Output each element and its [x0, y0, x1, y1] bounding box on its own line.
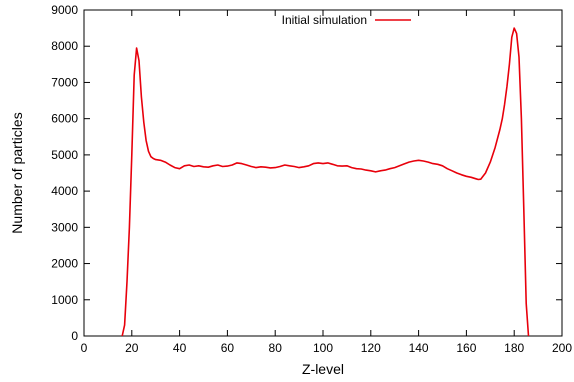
y-tick-label: 7000: [51, 75, 78, 89]
x-tick-label: 0: [81, 341, 88, 355]
x-tick-label: 40: [173, 341, 187, 355]
legend-label: Initial simulation: [282, 13, 367, 27]
x-tick-label: 120: [361, 341, 381, 355]
y-tick-label: 1000: [51, 293, 78, 307]
series-line: [121, 27, 530, 337]
y-tick-label: 4000: [51, 184, 78, 198]
legend: Initial simulation: [282, 13, 411, 27]
x-tick-label: 140: [409, 341, 429, 355]
x-tick-label: 20: [125, 341, 139, 355]
y-tick-label: 3000: [51, 220, 78, 234]
x-tick-label: 180: [504, 341, 524, 355]
x-axis-title: Z-level: [302, 361, 344, 377]
y-axis-title: Number of particles: [9, 112, 25, 233]
y-tick-label: 2000: [51, 257, 78, 271]
plot-frame-group: [83, 9, 563, 337]
series-group: [121, 27, 530, 337]
y-tick-label: 8000: [51, 39, 78, 53]
x-tick-label: 100: [313, 341, 333, 355]
ticks-group: 0 20 40 60 80 100 120 140 160 180 2000100020003000…: [51, 3, 572, 355]
x-tick-label: 160: [456, 341, 476, 355]
plot-frame: [83, 9, 563, 337]
x-tick-label: 200: [552, 341, 572, 355]
y-tick-label: 5000: [51, 148, 78, 162]
x-tick-label: 80: [269, 341, 283, 355]
x-tick-label: 60: [221, 341, 235, 355]
y-tick-label: 9000: [51, 3, 78, 17]
y-tick-label: 0: [71, 329, 78, 343]
y-tick-label: 6000: [51, 112, 78, 126]
